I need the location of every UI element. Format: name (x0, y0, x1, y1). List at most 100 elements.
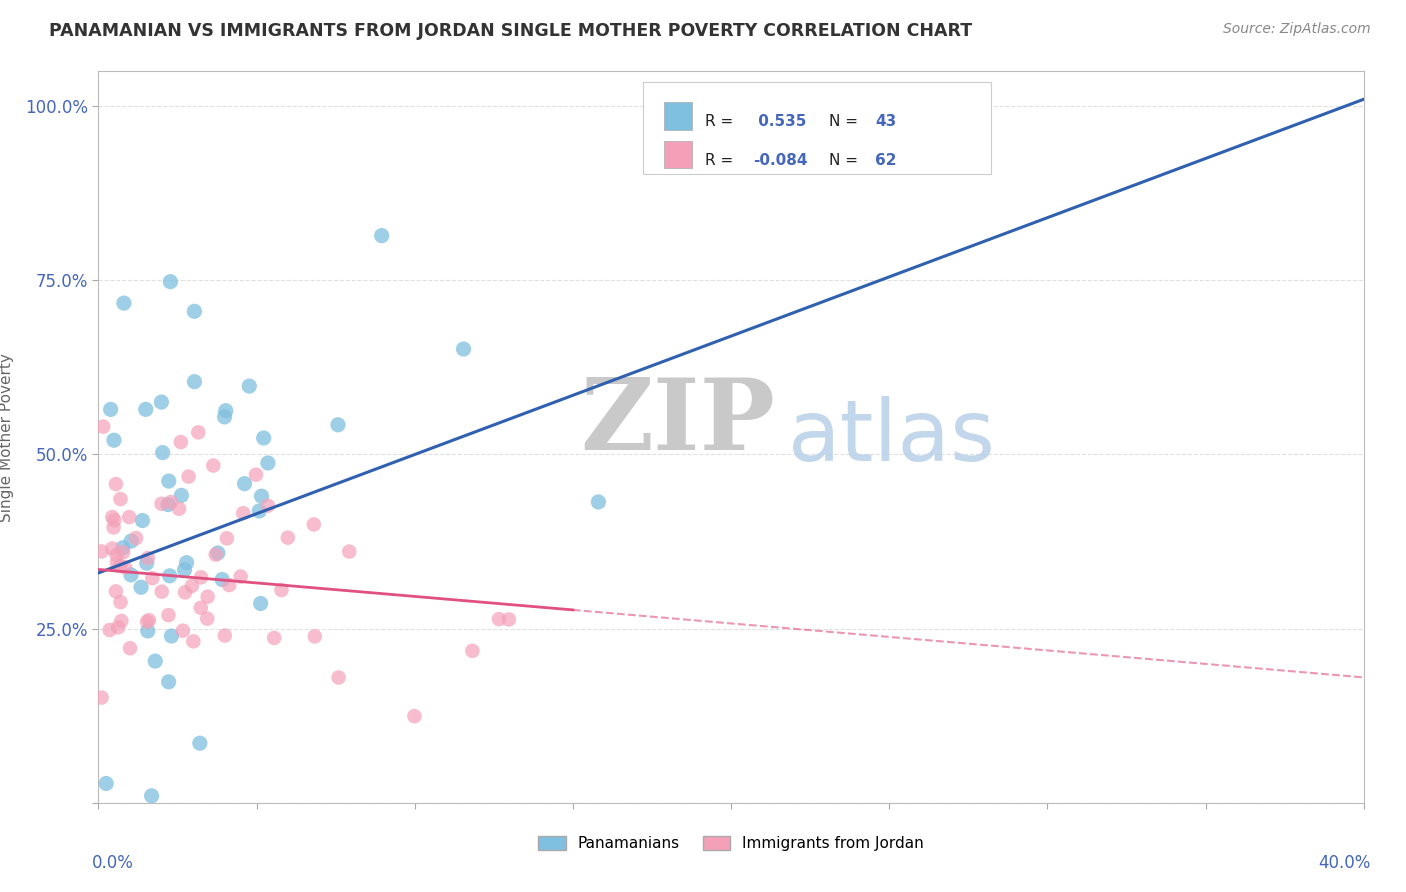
Point (229, 569, 252, 583)
Point (110, 595, 132, 609)
Point (110, 491, 132, 506)
Point (183, 375, 205, 389)
Point (90, 690, 112, 705)
Point (195, 612, 218, 626)
FancyBboxPatch shape (643, 82, 990, 174)
Text: R =: R = (704, 153, 738, 168)
Point (103, 434, 125, 448)
Point (131, 514, 153, 528)
Point (101, 541, 124, 556)
Point (152, 445, 174, 459)
Point (183, 634, 205, 648)
FancyBboxPatch shape (664, 141, 692, 169)
Point (105, 556, 128, 570)
Point (249, 597, 271, 611)
Point (120, 641, 142, 656)
Point (337, 544, 360, 558)
Point (176, 556, 198, 570)
Point (172, 624, 194, 638)
Point (257, 456, 280, 470)
Point (404, 709, 426, 723)
Point (129, 580, 152, 594)
Point (304, 629, 326, 643)
Legend: Panamanians, Immigrants from Jordan: Panamanians, Immigrants from Jordan (531, 830, 931, 857)
Text: R =: R = (704, 114, 738, 128)
Point (125, 531, 148, 545)
Point (114, 560, 136, 574)
Point (159, 569, 181, 583)
Point (232, 506, 254, 520)
Point (150, 584, 173, 599)
Point (157, 608, 180, 623)
Point (118, 510, 141, 524)
Text: 0.0%: 0.0% (93, 854, 134, 872)
Point (247, 504, 270, 518)
Point (190, 600, 212, 615)
Point (461, 644, 484, 658)
Y-axis label: Single Mother Poverty: Single Mother Poverty (0, 352, 14, 522)
Point (100, 402, 122, 417)
Point (370, 228, 392, 243)
Point (202, 458, 225, 473)
Text: 0.535: 0.535 (752, 114, 806, 128)
Point (218, 578, 240, 592)
Point (180, 579, 202, 593)
Point (143, 654, 166, 668)
Point (174, 585, 197, 599)
Point (253, 431, 276, 445)
Text: atlas: atlas (789, 395, 995, 479)
Point (215, 403, 238, 417)
Point (270, 582, 292, 597)
Point (188, 736, 211, 750)
Point (159, 275, 181, 289)
Point (215, 532, 238, 546)
Text: Source: ZipAtlas.com: Source: ZipAtlas.com (1223, 22, 1371, 37)
Text: PANAMANIAN VS IMMIGRANTS FROM JORDAN SINGLE MOTHER POVERTY CORRELATION CHART: PANAMANIAN VS IMMIGRANTS FROM JORDAN SIN… (49, 22, 973, 40)
Text: 40.0%: 40.0% (1317, 854, 1369, 872)
Point (157, 674, 180, 689)
Point (136, 615, 159, 629)
Point (110, 614, 132, 628)
Point (160, 495, 183, 509)
Point (103, 513, 125, 527)
Point (257, 499, 280, 513)
Point (214, 409, 236, 424)
Point (120, 567, 142, 582)
Point (141, 571, 163, 585)
Point (250, 489, 273, 503)
Text: 62: 62 (876, 153, 897, 168)
Point (160, 629, 183, 643)
Point (104, 584, 127, 599)
Point (233, 476, 256, 491)
Point (105, 548, 128, 562)
Point (170, 488, 193, 502)
Point (150, 497, 173, 511)
Point (112, 296, 135, 310)
Point (204, 548, 226, 562)
Point (214, 628, 236, 642)
Point (107, 620, 129, 634)
Point (120, 534, 142, 549)
Point (245, 467, 267, 482)
Point (150, 395, 173, 409)
Point (326, 417, 349, 432)
Point (157, 498, 180, 512)
Point (96, 776, 118, 790)
Point (211, 573, 233, 587)
Text: 43: 43 (876, 114, 897, 128)
Point (177, 469, 200, 483)
FancyBboxPatch shape (664, 102, 692, 129)
Point (263, 631, 285, 645)
Point (173, 563, 195, 577)
Point (111, 541, 134, 555)
Point (104, 477, 127, 491)
Point (91, 419, 114, 434)
Point (302, 517, 325, 532)
Point (135, 556, 157, 570)
Text: N =: N = (828, 114, 862, 128)
Point (112, 545, 135, 559)
Point (588, 495, 610, 509)
Point (328, 671, 350, 685)
Point (207, 546, 229, 560)
Point (183, 304, 205, 318)
